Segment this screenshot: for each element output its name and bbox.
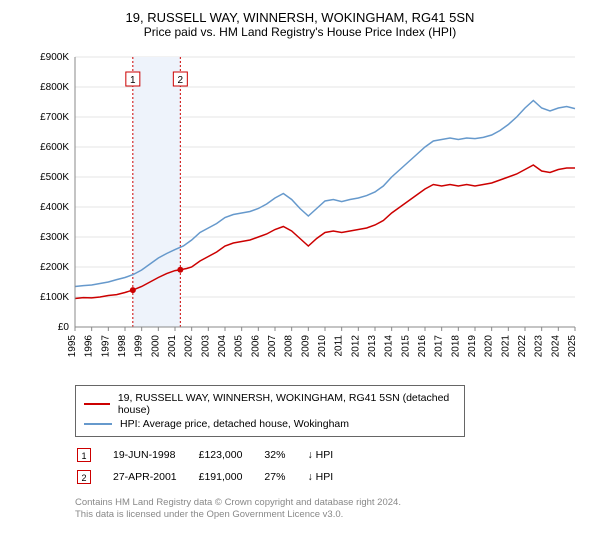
svg-text:£800K: £800K — [40, 82, 69, 93]
svg-text:2022: 2022 — [517, 335, 528, 358]
legend-label: 19, RUSSELL WAY, WINNERSH, WOKINGHAM, RG… — [118, 392, 456, 416]
svg-text:1999: 1999 — [134, 335, 145, 358]
svg-text:2002: 2002 — [184, 335, 195, 358]
svg-text:£300K: £300K — [40, 232, 69, 243]
page-title: 19, RUSSELL WAY, WINNERSH, WOKINGHAM, RG… — [20, 10, 580, 25]
svg-text:£200K: £200K — [40, 262, 69, 273]
marker-pct: 27% — [264, 467, 305, 487]
svg-text:£100K: £100K — [40, 292, 69, 303]
legend: 19, RUSSELL WAY, WINNERSH, WOKINGHAM, RG… — [75, 385, 465, 437]
svg-text:£900K: £900K — [40, 52, 69, 63]
chart-svg: £0 £100K £200K £300K £400K £500K £600K £700K £80… — [20, 47, 580, 377]
svg-text:2010: 2010 — [317, 335, 328, 358]
legend-item: 19, RUSSELL WAY, WINNERSH, WOKINGHAM, RG… — [84, 392, 456, 416]
svg-text:2001: 2001 — [167, 335, 178, 358]
svg-text:2008: 2008 — [284, 335, 295, 358]
footer-line1: Contains HM Land Registry data © Crown c… — [75, 497, 580, 509]
legend-label: HPI: Average price, detached house, Woki… — [120, 418, 349, 430]
svg-text:2000: 2000 — [150, 335, 161, 358]
svg-text:2023: 2023 — [534, 335, 545, 358]
svg-text:1997: 1997 — [100, 335, 111, 358]
footer: Contains HM Land Registry data © Crown c… — [75, 497, 580, 522]
marker-date: 19-JUN-1998 — [113, 445, 197, 465]
marker-pct: 32% — [264, 445, 305, 465]
legend-item: HPI: Average price, detached house, Woki… — [84, 418, 456, 430]
svg-text:1: 1 — [130, 75, 136, 86]
page-subtitle: Price paid vs. HM Land Registry's House … — [20, 25, 580, 39]
svg-text:£400K: £400K — [40, 202, 69, 213]
svg-text:£600K: £600K — [40, 142, 69, 153]
svg-text:2014: 2014 — [384, 335, 395, 358]
svg-text:2021: 2021 — [500, 335, 511, 358]
svg-text:2017: 2017 — [434, 335, 445, 358]
svg-text:2019: 2019 — [467, 335, 478, 358]
marker-row: 1 19-JUN-1998£123,00032%↓ HPI — [77, 445, 353, 465]
svg-text:2009: 2009 — [300, 335, 311, 358]
marker-date: 27-APR-2001 — [113, 467, 197, 487]
svg-text:2007: 2007 — [267, 335, 278, 358]
svg-text:2004: 2004 — [217, 335, 228, 358]
marker-index-box: 2 — [77, 470, 91, 484]
markers-table: 1 19-JUN-1998£123,00032%↓ HPI 2 27-APR-2001… — [75, 443, 355, 489]
svg-text:1998: 1998 — [117, 335, 128, 358]
svg-text:2006: 2006 — [250, 335, 261, 358]
svg-text:2025: 2025 — [567, 335, 578, 358]
svg-text:1996: 1996 — [84, 335, 95, 358]
svg-text:2024: 2024 — [550, 335, 561, 358]
svg-text:2: 2 — [178, 75, 184, 86]
svg-text:2003: 2003 — [200, 335, 211, 358]
svg-text:2005: 2005 — [234, 335, 245, 358]
marker-price: £123,000 — [199, 445, 263, 465]
legend-swatch — [84, 423, 112, 425]
svg-text:1995: 1995 — [67, 335, 78, 358]
marker-row: 2 27-APR-2001£191,00027%↓ HPI — [77, 467, 353, 487]
svg-text:£700K: £700K — [40, 112, 69, 123]
svg-text:2012: 2012 — [350, 335, 361, 358]
svg-text:2011: 2011 — [334, 335, 345, 357]
marker-diff: ↓ HPI — [307, 467, 353, 487]
svg-text:2020: 2020 — [484, 335, 495, 358]
marker-diff: ↓ HPI — [307, 445, 353, 465]
svg-text:2015: 2015 — [400, 335, 411, 358]
svg-text:£500K: £500K — [40, 172, 69, 183]
chart: £0 £100K £200K £300K £400K £500K £600K £700K £80… — [20, 47, 580, 377]
svg-text:£0: £0 — [58, 322, 70, 333]
svg-text:2013: 2013 — [367, 335, 378, 358]
footer-line2: This data is licensed under the Open Gov… — [75, 509, 580, 521]
legend-swatch — [84, 403, 110, 405]
svg-text:2018: 2018 — [450, 335, 461, 358]
svg-text:2016: 2016 — [417, 335, 428, 358]
marker-index-box: 1 — [77, 448, 91, 462]
marker-price: £191,000 — [199, 467, 263, 487]
